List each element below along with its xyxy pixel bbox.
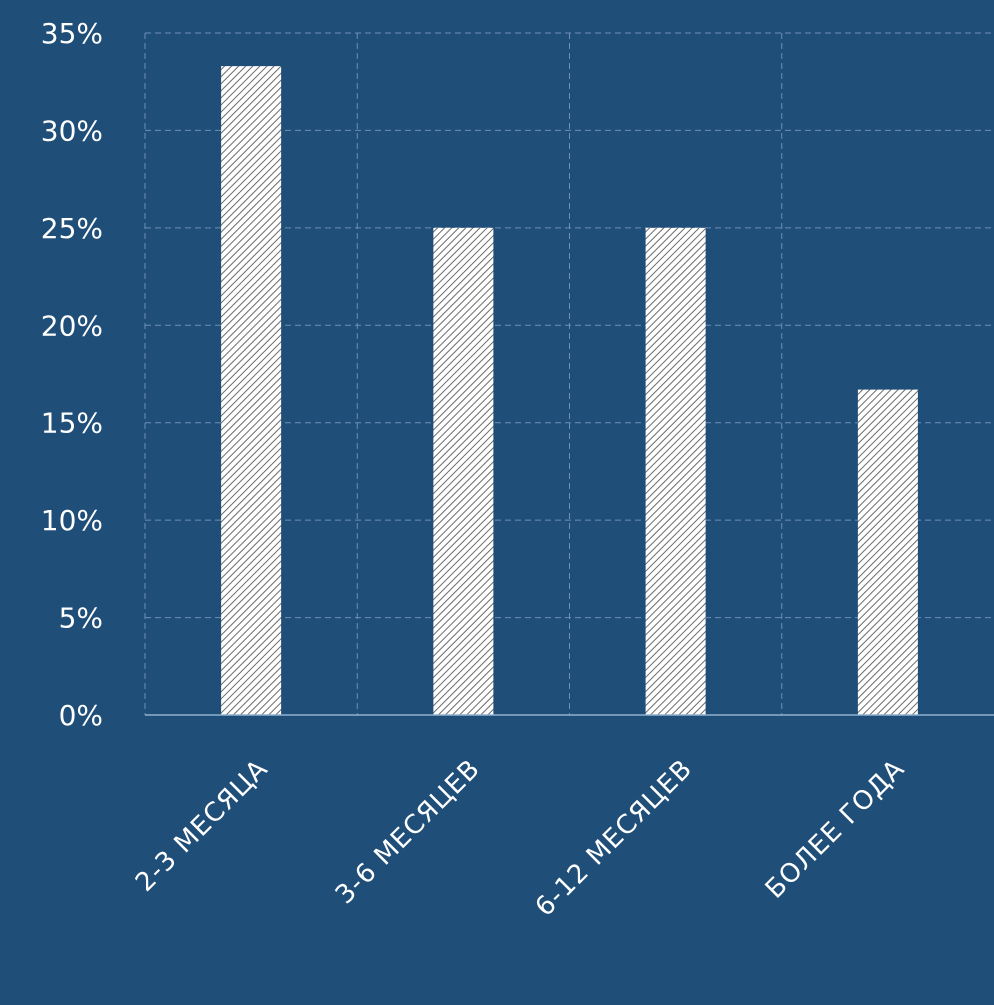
y-tick-label: 25%: [41, 212, 103, 245]
bar: [221, 66, 282, 715]
y-tick-label: 20%: [41, 309, 103, 342]
grid-lines: [144, 32, 994, 715]
x-category-label: 3-6 МЕСЯЦЕВ: [330, 754, 486, 910]
y-tick-label: 0%: [59, 699, 103, 732]
y-tick-label: 10%: [41, 504, 103, 537]
y-tick-label: 15%: [41, 407, 103, 440]
x-category-label: 6-12 МЕСЯЦЕВ: [530, 754, 699, 923]
bar: [645, 227, 706, 715]
y-tick-label: 35%: [41, 17, 103, 50]
bars: [221, 66, 918, 715]
bar: [433, 227, 494, 715]
y-axis-tick-labels: 0% 5% 10% 15% 20% 25% 30% 35%: [41, 17, 103, 732]
bar: [857, 389, 918, 715]
x-category-label: БОЛЕЕ ГОДА: [760, 754, 911, 905]
x-axis-category-labels: 2-3 МЕСЯЦА 3-6 МЕСЯЦЕВ 6-12 МЕСЯЦЕВ БОЛЕЕ Г…: [130, 754, 911, 923]
x-category-label: 2-3 МЕСЯЦА: [130, 754, 274, 898]
y-tick-label: 30%: [41, 114, 103, 147]
y-tick-label: 5%: [59, 602, 103, 635]
